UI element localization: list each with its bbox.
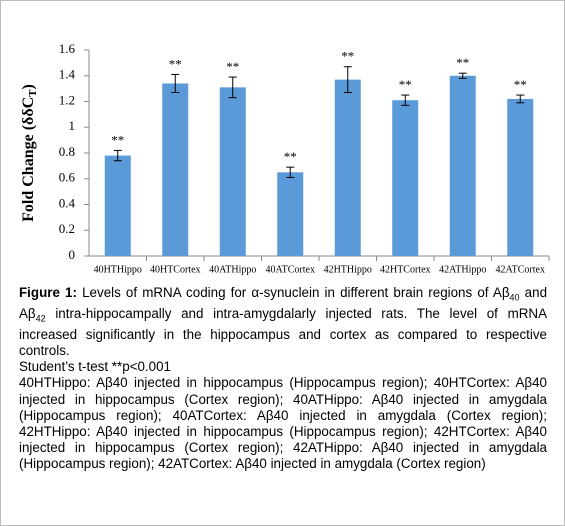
significance-label: ** [514, 77, 527, 92]
caption: Figure 1: Levels of mRNA coding for α-sy… [19, 285, 547, 473]
bar [104, 155, 131, 256]
x-tick-label: 42HTCortex [380, 264, 431, 275]
y-label-sub: T [27, 89, 39, 97]
error-bar [343, 66, 352, 93]
x-tick-label: 42ATCortex [496, 264, 545, 275]
y-tick-label: 1.4 [59, 67, 76, 82]
y-axis-label: Fold Change (δδCT) [20, 84, 39, 222]
x-tick-label: 40ATHippo [209, 264, 256, 275]
caption-text: Levels of mRNA coding for α-synuclein in… [76, 285, 510, 300]
x-tick-label: 42ATHippo [439, 264, 486, 275]
error-bar [228, 76, 237, 99]
x-tick-label: 40HTHippo [94, 264, 142, 275]
y-tick-label: 0.6 [59, 170, 76, 185]
significance-label: ** [111, 132, 124, 147]
caption-key: 40HTHippo: Aβ40 injected in hippocampus … [19, 375, 547, 472]
significance-label: ** [341, 49, 354, 64]
y-label-main: Fold Change (δδC [20, 97, 37, 222]
caption-main: Figure 1: Levels of mRNA coding for α-sy… [19, 285, 547, 359]
bar [219, 87, 246, 257]
y-tick-label: 1.2 [59, 92, 75, 107]
bar [162, 83, 189, 256]
y-tick-label: 0 [69, 247, 76, 262]
error-bar [516, 94, 525, 104]
error-bar [171, 73, 180, 93]
x-tick-label: 40HTCortex [150, 264, 201, 275]
error-bar [113, 149, 122, 162]
y-tick-label: 0.4 [59, 195, 76, 210]
caption-text: intra-hippocampally and intra-amygdalarl… [19, 305, 547, 358]
error-bar [401, 94, 410, 106]
y-tick-label: 1 [69, 118, 76, 133]
x-tick-label: 40ATCortex [266, 264, 315, 275]
significance-label: ** [456, 55, 469, 70]
bar [334, 79, 361, 256]
significance-label: ** [169, 56, 182, 71]
bar [277, 172, 304, 256]
bar [507, 98, 534, 256]
caption-test: Student’s t-test **p<0.001 [19, 359, 171, 375]
caption-text: and Aβ [19, 285, 548, 321]
error-bar [458, 72, 467, 79]
caption-sub: 42 [35, 313, 46, 324]
significance-label: ** [399, 77, 412, 92]
y-tick-label: 1.6 [59, 41, 76, 56]
significance-label: ** [284, 149, 297, 164]
bar [392, 100, 419, 257]
x-tick-label: 42HTHippo [324, 264, 372, 275]
bar [449, 75, 476, 256]
significance-label: ** [226, 59, 239, 74]
error-bar [286, 166, 295, 178]
caption-sub: 40 [509, 292, 520, 303]
caption-label: Figure 1: [19, 285, 77, 300]
y-label-end: ) [20, 84, 37, 89]
y-tick-label: 0.8 [59, 144, 75, 159]
y-tick-label: 0.2 [59, 221, 75, 236]
chart: Fold Change (δδCT) 0 0.2 0.4 0.6 0.8 1 1.2 1.4 1… [20, 41, 550, 275]
